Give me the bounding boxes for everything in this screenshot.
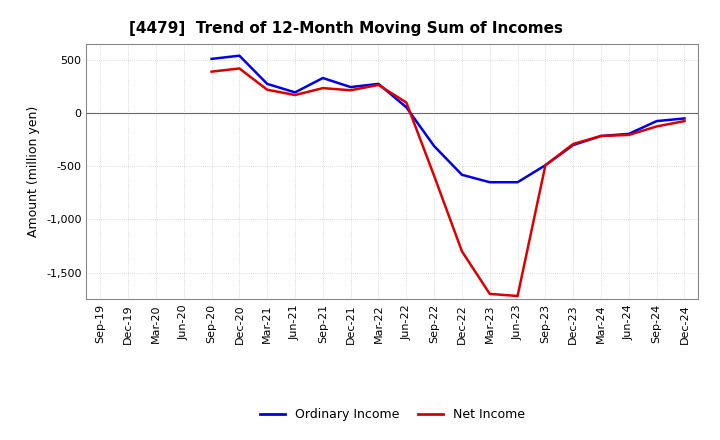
Net Income xyxy=(569,141,577,147)
Net Income xyxy=(263,87,271,92)
Net Income xyxy=(374,82,383,88)
Ordinary Income xyxy=(569,143,577,148)
Net Income xyxy=(291,92,300,98)
Ordinary Income xyxy=(680,116,689,121)
Ordinary Income xyxy=(291,90,300,95)
Net Income xyxy=(541,162,550,168)
Ordinary Income xyxy=(624,131,633,136)
Net Income xyxy=(402,100,410,105)
Net Income xyxy=(485,291,494,297)
Ordinary Income xyxy=(458,172,467,177)
Ordinary Income xyxy=(597,133,606,139)
Net Income xyxy=(318,85,327,91)
Net Income xyxy=(680,118,689,124)
Net Income xyxy=(597,133,606,139)
Ordinary Income xyxy=(430,143,438,149)
Ordinary Income xyxy=(402,105,410,110)
Net Income xyxy=(458,249,467,254)
Ordinary Income xyxy=(318,75,327,81)
Ordinary Income xyxy=(235,53,243,59)
Net Income xyxy=(430,173,438,179)
Net Income xyxy=(207,69,216,74)
Ordinary Income xyxy=(541,162,550,168)
Ordinary Income xyxy=(207,56,216,62)
Ordinary Income xyxy=(652,118,661,124)
Text: [4479]  Trend of 12-Month Moving Sum of Incomes: [4479] Trend of 12-Month Moving Sum of I… xyxy=(130,21,563,36)
Ordinary Income xyxy=(513,180,522,185)
Line: Ordinary Income: Ordinary Income xyxy=(212,56,685,182)
Net Income xyxy=(624,132,633,138)
Line: Net Income: Net Income xyxy=(212,69,685,296)
Ordinary Income xyxy=(485,180,494,185)
Ordinary Income xyxy=(346,84,355,90)
Net Income xyxy=(652,124,661,129)
Ordinary Income xyxy=(374,81,383,87)
Y-axis label: Amount (million yen): Amount (million yen) xyxy=(27,106,40,237)
Ordinary Income xyxy=(263,81,271,87)
Legend: Ordinary Income, Net Income: Ordinary Income, Net Income xyxy=(255,403,530,425)
Net Income xyxy=(235,66,243,71)
Net Income xyxy=(513,293,522,299)
Net Income xyxy=(346,88,355,93)
